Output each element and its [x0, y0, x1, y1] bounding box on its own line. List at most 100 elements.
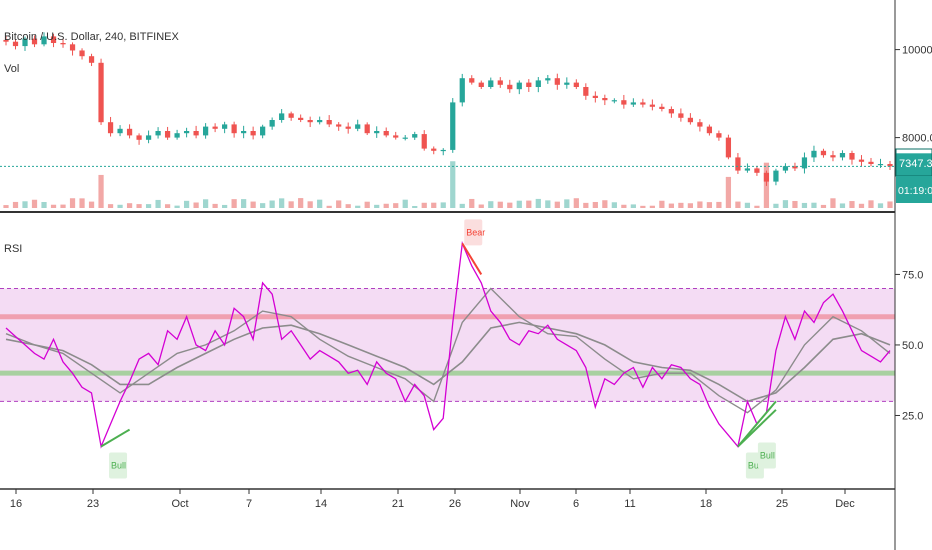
volume-bar [497, 201, 503, 208]
volume-bar [145, 204, 152, 208]
candle-body [126, 128, 133, 136]
time-axis[interactable]: 16 23 Oct 7 14 21 26 Nov 6 11 18 25 Dec [10, 489, 855, 510]
candle-body [725, 137, 732, 158]
candle-body [583, 87, 589, 96]
candle-body [573, 82, 579, 87]
candle-body [88, 56, 95, 63]
volume-bar [155, 199, 161, 208]
volume-bar [630, 204, 636, 208]
volume-bar [782, 200, 789, 208]
candle-body [250, 131, 256, 136]
candle-body [374, 131, 380, 134]
candle-body [136, 135, 142, 140]
volume-bar [269, 200, 275, 208]
volume-bar [50, 204, 57, 208]
volume-bar [573, 198, 579, 208]
divergence-line [100, 428, 131, 448]
volume-bar [3, 205, 9, 208]
price-candles [3, 32, 893, 186]
candle-body [41, 36, 47, 45]
volume-bar [374, 204, 380, 208]
candle-body [773, 170, 779, 182]
volume-bar [231, 199, 237, 208]
time-tick-label: Dec [835, 498, 855, 510]
candle-body [868, 161, 874, 164]
time-tick-label: 14 [315, 498, 327, 510]
candle-body [164, 131, 171, 138]
volume-bar [687, 203, 694, 208]
price-axis[interactable]: 10000.0 8000.0 [895, 45, 932, 145]
candle-body [839, 153, 846, 158]
candle-body [811, 150, 817, 158]
volume-bar [811, 202, 817, 208]
volume-bar [716, 201, 722, 208]
volume-bar [839, 203, 846, 208]
rsi-line [5, 240, 891, 449]
volume-bar [41, 202, 47, 208]
candle-body [507, 84, 513, 90]
candle-body [602, 98, 608, 101]
symbol-title[interactable]: Bitcoin / U.S. Dollar, 240, BITFINEX [4, 31, 180, 43]
candle-body [212, 126, 218, 129]
volume-bar [668, 203, 674, 208]
candle-body [668, 109, 674, 114]
volume-bar [107, 204, 114, 208]
time-tick-label: 21 [392, 498, 404, 510]
candle-body [231, 124, 237, 134]
divergence-line [737, 400, 777, 448]
candle-body [12, 41, 19, 47]
volume-bar [725, 176, 732, 208]
volume-bar [583, 202, 589, 208]
candle-body [269, 120, 275, 127]
volume-bar [431, 202, 437, 208]
volume-bar [288, 201, 294, 208]
volume-bar [830, 198, 836, 208]
volume-bar [126, 203, 133, 208]
volume-bar [88, 201, 95, 208]
rsi-label[interactable]: RSI [4, 243, 22, 255]
candle-body [716, 133, 722, 138]
volume-bar [526, 200, 532, 208]
volume-bar [801, 202, 808, 208]
volume-bar [402, 199, 408, 208]
candle-body [202, 126, 209, 136]
volume-bar [336, 200, 342, 208]
time-tick-label: 7 [246, 498, 252, 510]
rsi-ma-fast [5, 287, 891, 414]
volume-bar [564, 199, 570, 208]
volume-bar [820, 204, 827, 208]
candle-body [279, 113, 285, 120]
volume-bar [12, 201, 19, 208]
time-tick-label: 26 [449, 498, 461, 510]
time-tick-label: Oct [171, 498, 188, 510]
volume-bar [659, 200, 665, 208]
volume-label[interactable]: Vol [4, 63, 19, 75]
candle-body [687, 117, 694, 123]
candle-body [450, 102, 456, 150]
divergence-label: Bull [748, 461, 763, 471]
rsi-axis[interactable]: 75.0 50.0 25.0 [895, 269, 923, 422]
volume-bar [640, 205, 646, 208]
volume-bar [792, 200, 798, 208]
volume-bar [773, 203, 779, 208]
candle-body [50, 36, 57, 43]
candle-body [22, 38, 28, 47]
volume-bar [136, 204, 142, 208]
candle-body [488, 80, 494, 87]
volume-bar [592, 201, 598, 208]
candle-body [564, 82, 570, 85]
volume-bar [602, 200, 608, 208]
rsi-tick-label: 50.0 [902, 340, 923, 352]
volume-bar [393, 203, 399, 208]
candle-body [383, 131, 389, 136]
last-price-label: 7347.3 [899, 158, 932, 170]
volume-bar [459, 203, 465, 208]
candle-body [421, 134, 427, 149]
candle-body [440, 149, 446, 152]
candle-body [288, 113, 294, 118]
divergence-line [461, 242, 483, 275]
candle-body [459, 78, 465, 103]
volume-bar [507, 202, 513, 208]
